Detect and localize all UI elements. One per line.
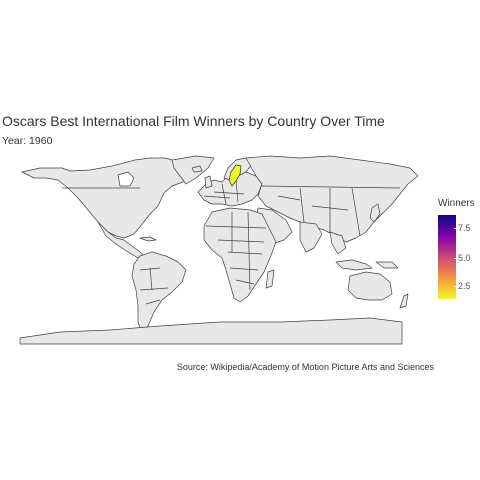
caribbean (139, 236, 157, 242)
legend-title: Winners (438, 198, 475, 209)
indonesia (335, 259, 373, 271)
uk (204, 175, 213, 189)
mexico-central-america (97, 221, 145, 259)
india (299, 221, 323, 253)
japan (369, 203, 381, 223)
asia-borders (261, 185, 401, 237)
hudson-bay (117, 171, 135, 187)
new-guinea (375, 261, 399, 269)
land-masses (19, 155, 419, 345)
chart-subtitle: Year: 1960 (2, 135, 53, 147)
north-america (21, 157, 191, 239)
iceland (191, 165, 203, 173)
south-america-borders (139, 267, 169, 305)
highlight-sweden (228, 164, 242, 187)
africa-borders (205, 211, 267, 291)
south-america (131, 251, 187, 335)
chart-title: Oscars Best International Film Winners b… (2, 113, 385, 129)
legend-colorbar (438, 215, 456, 299)
australia (347, 271, 393, 301)
southeast-asia (329, 231, 347, 255)
legend-tick: 7.5 (454, 223, 471, 233)
legend-tick: 5.0 (454, 253, 471, 263)
africa (203, 207, 277, 303)
antarctica (19, 317, 403, 345)
legend-tick: 2.5 (454, 281, 471, 291)
madagascar (265, 269, 275, 289)
source-caption: Source: Wikipedia/Academy of Motion Pict… (176, 362, 434, 372)
europe-borders (203, 179, 245, 205)
legend: Winners 7.5 5.0 2.5 (438, 198, 478, 308)
new-zealand (399, 293, 409, 309)
